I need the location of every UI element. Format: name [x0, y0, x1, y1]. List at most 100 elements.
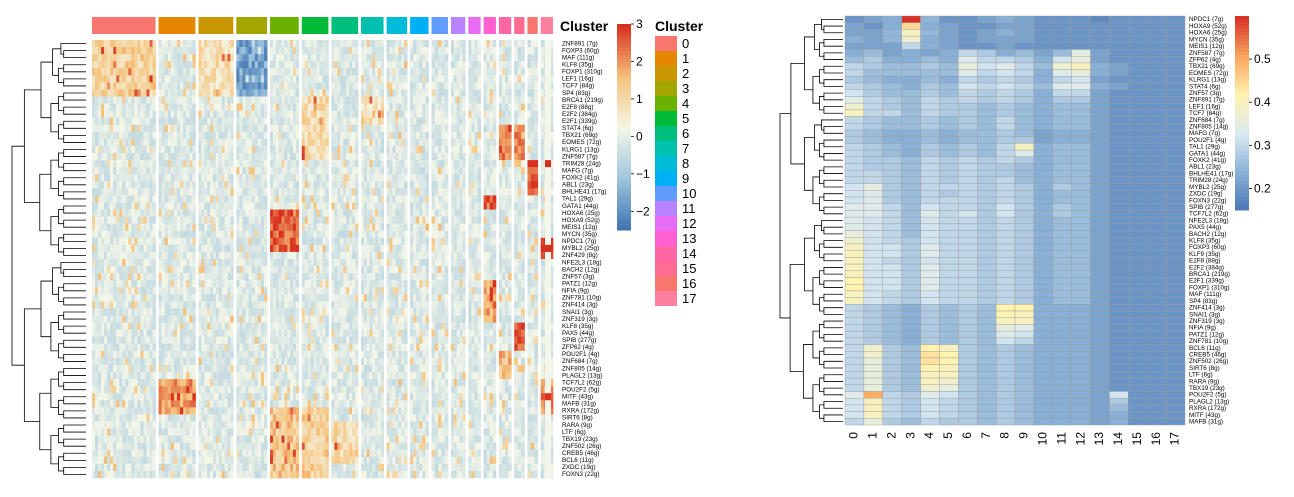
- heatmap-cell: [116, 61, 120, 69]
- heatmap-cell: [263, 400, 268, 408]
- heatmap-cell: [355, 75, 359, 83]
- heatmap-cell: [210, 188, 214, 196]
- heatmap-cell: [242, 287, 246, 295]
- heatmap-cell: [290, 124, 294, 133]
- heatmap-cell: [248, 75, 253, 83]
- heatmap-cell: [131, 329, 135, 338]
- heatmap-cell: [137, 96, 141, 104]
- heatmap-cell: [221, 174, 225, 182]
- heatmap-cell: [119, 131, 123, 140]
- heatmap-cell: [161, 195, 166, 203]
- heatmap-cell: [207, 117, 211, 126]
- heatmap-cell: [221, 428, 225, 436]
- heatmap-cell: [340, 153, 344, 161]
- heatmap-cell: [355, 153, 359, 161]
- heatmap-cell: [301, 230, 306, 239]
- heatmap-cell: [167, 266, 172, 274]
- heatmap-cell: [146, 280, 150, 288]
- heatmap-cell: [173, 145, 178, 154]
- heatmap-cell: [236, 273, 240, 281]
- heatmap-cell: [183, 110, 187, 119]
- heatmap-cell: [346, 308, 350, 316]
- heatmap-cell: [110, 456, 114, 465]
- heatmap-cell: [313, 400, 317, 408]
- heatmap-cell: [254, 174, 259, 182]
- heatmap-cell: [221, 442, 225, 451]
- heatmap-cell: [158, 103, 163, 111]
- heatmap-cell: [164, 315, 169, 323]
- heatmap-cell: [290, 463, 294, 472]
- heatmap-cell: [204, 456, 208, 465]
- heatmap-cell: [173, 103, 178, 111]
- heatmap-cell: [278, 322, 282, 330]
- heatmap-cell: [173, 308, 178, 316]
- heatmap-cell: [92, 343, 96, 352]
- heatmap-cell: [149, 463, 153, 472]
- heatmap-cell: [177, 244, 181, 253]
- heatmap-cell: [245, 414, 249, 422]
- heatmap-cell: [201, 244, 205, 253]
- heatmap-cell: [251, 301, 256, 309]
- heatmap-cell: [161, 301, 166, 309]
- heatmap-cell: [290, 421, 294, 429]
- heatmap-cell: [319, 322, 323, 330]
- heatmap-cell: [230, 266, 234, 274]
- heatmap-cell: [254, 379, 259, 387]
- heatmap-cell: [224, 336, 228, 345]
- heatmap-cell: [313, 223, 317, 232]
- heatmap-cell: [236, 167, 240, 175]
- heatmap-cell: [293, 230, 297, 239]
- heatmap-cell: [164, 174, 169, 182]
- heatmap-cell: [167, 435, 172, 443]
- heatmap-cell: [101, 124, 105, 133]
- heatmap-cell: [173, 202, 178, 210]
- heatmap-cell: [192, 322, 196, 330]
- heatmap-cell: [177, 96, 181, 104]
- heatmap-cell: [207, 329, 211, 338]
- heatmap-cell: [224, 414, 228, 422]
- heatmap-cell: [257, 322, 262, 330]
- heatmap-cell: [98, 442, 102, 451]
- heatmap-cell: [263, 350, 268, 359]
- heatmap-cell: [242, 237, 246, 246]
- heatmap-cell: [343, 244, 347, 253]
- heatmap-cell: [158, 202, 163, 210]
- heatmap-cell: [260, 329, 265, 338]
- heatmap-cell: [272, 315, 277, 323]
- heatmap-cell: [263, 145, 268, 154]
- heatmap-cell: [152, 456, 156, 465]
- heatmap-cell: [207, 138, 211, 147]
- heatmap-cell: [149, 357, 153, 366]
- heatmap-cell: [263, 301, 268, 309]
- heatmap-cell: [192, 308, 196, 316]
- heatmap-cell: [245, 110, 249, 119]
- heatmap-cell: [152, 393, 156, 401]
- heatmap-cell: [173, 442, 178, 451]
- heatmap-cell: [346, 117, 350, 126]
- heatmap-cell: [186, 75, 190, 83]
- heatmap-cell: [161, 160, 166, 168]
- heatmap-cell: [146, 287, 150, 295]
- heatmap-cell: [204, 329, 208, 338]
- heatmap-cell: [204, 251, 208, 260]
- heatmap-cell: [260, 216, 265, 224]
- heatmap-cell: [131, 223, 135, 232]
- heatmap-cell: [146, 209, 150, 217]
- heatmap-cell: [207, 308, 211, 316]
- heatmap-cell: [313, 230, 317, 239]
- heatmap-cell: [122, 96, 126, 104]
- heatmap-cell: [104, 336, 108, 345]
- heatmap-cell: [349, 308, 353, 316]
- heatmap-cell: [107, 336, 111, 345]
- heatmap-cell: [245, 470, 249, 479]
- heatmap-cell: [218, 209, 223, 217]
- heatmap-cell: [355, 145, 359, 154]
- heatmap-cell: [242, 442, 246, 451]
- heatmap-cell: [116, 414, 120, 422]
- heatmap-cell: [316, 96, 320, 104]
- heatmap-cell: [170, 223, 175, 232]
- heatmap-cell: [128, 40, 132, 48]
- heatmap-cell: [295, 273, 300, 281]
- heatmap-cell: [239, 244, 243, 253]
- heatmap-cell: [263, 131, 268, 140]
